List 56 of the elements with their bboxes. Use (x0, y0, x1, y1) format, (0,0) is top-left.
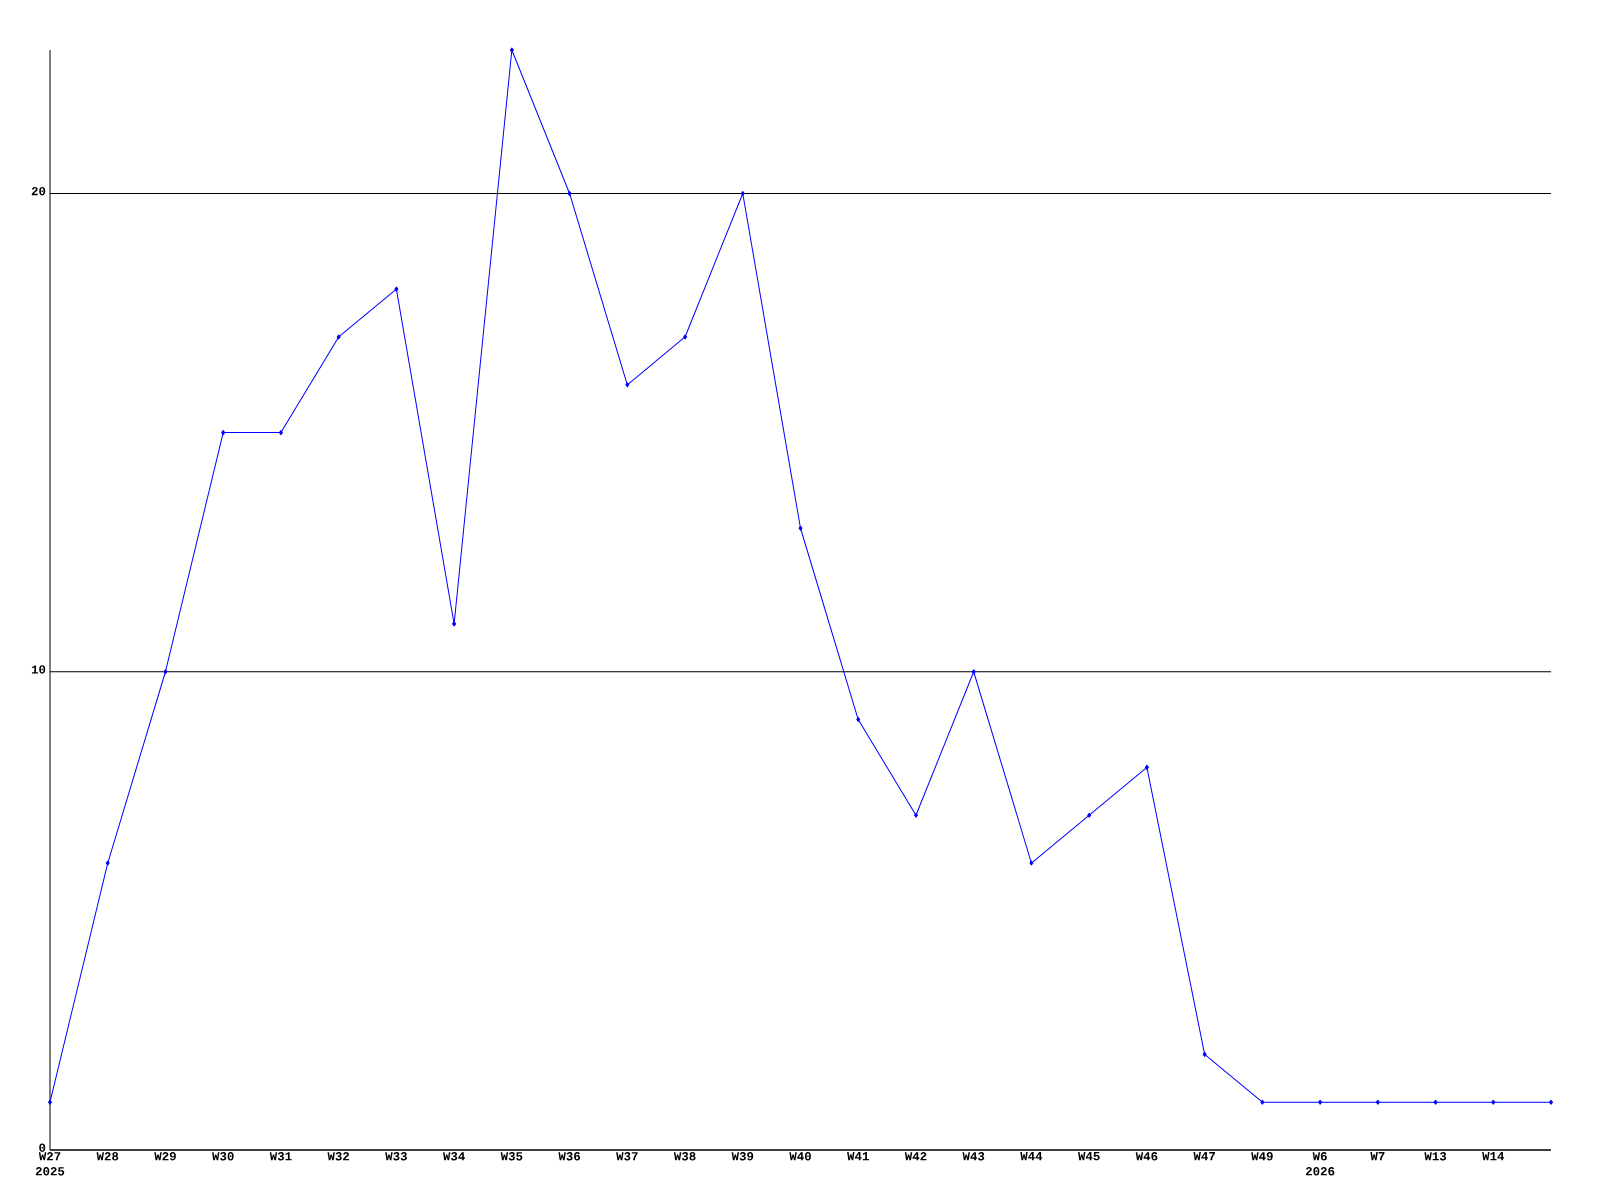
x-tick-label: W34 (442, 1152, 465, 1161)
x-tick-label: W28 (96, 1152, 119, 1161)
x-tick-label: W36 (558, 1152, 581, 1161)
x-tick-label: W14 (1482, 1152, 1505, 1161)
point (856, 717, 861, 723)
x-tick-label: W29 (154, 1152, 176, 1161)
y-tick-label: 20 (31, 187, 46, 196)
point (625, 382, 630, 388)
x-tick-label: W30 (212, 1152, 234, 1161)
x-tick-label: W38 (673, 1152, 696, 1161)
point (1375, 1099, 1380, 1105)
x-tick-label: W44 (1020, 1152, 1043, 1161)
point (278, 430, 283, 436)
x-tick-label: W45 (1078, 1152, 1100, 1161)
x-tick-label: W31 (269, 1152, 292, 1161)
point (336, 334, 341, 340)
point (509, 47, 514, 53)
point (1087, 812, 1092, 818)
x-tick-label: W43 (962, 1152, 985, 1161)
x-tick-label: W41 (847, 1152, 869, 1161)
point (452, 621, 457, 627)
point (740, 190, 745, 196)
point (1318, 1099, 1323, 1105)
x-tick-label: W35 (500, 1152, 523, 1161)
point (1491, 1099, 1496, 1105)
point (971, 669, 976, 675)
point (798, 525, 803, 531)
x-tick-label: W39 (731, 1152, 754, 1161)
x-tick-label: W32 (327, 1152, 350, 1161)
x-tick-label: W33 (385, 1152, 407, 1161)
point (394, 286, 399, 292)
point (1433, 1099, 1438, 1105)
point (1202, 1051, 1207, 1057)
point (1029, 860, 1034, 866)
point (567, 190, 572, 196)
point (1144, 764, 1149, 770)
x-tick-label: W7 (1370, 1152, 1385, 1161)
point (48, 1099, 52, 1105)
x-tick-label: W13 (1424, 1152, 1447, 1161)
x-tick-label: W37 (616, 1152, 638, 1161)
y-tick-label: 0 (39, 1143, 46, 1152)
x-tick-label: W42 (904, 1152, 927, 1161)
point (163, 669, 168, 675)
y-tick-label: 10 (31, 665, 46, 674)
x-tick-label: W46 (1135, 1152, 1158, 1161)
point (683, 334, 688, 340)
point (913, 812, 918, 818)
x-tick-label: W27 2025 (35, 1152, 65, 1176)
point (1549, 1099, 1554, 1105)
point (221, 430, 226, 436)
x-tick-label: W49 (1251, 1152, 1273, 1161)
x-tick-label: W47 (1193, 1152, 1215, 1161)
point (105, 860, 110, 866)
point (1260, 1099, 1265, 1105)
x-tick-label: W40 (789, 1152, 811, 1161)
x-tick-label: W6 2026 (1305, 1152, 1335, 1176)
